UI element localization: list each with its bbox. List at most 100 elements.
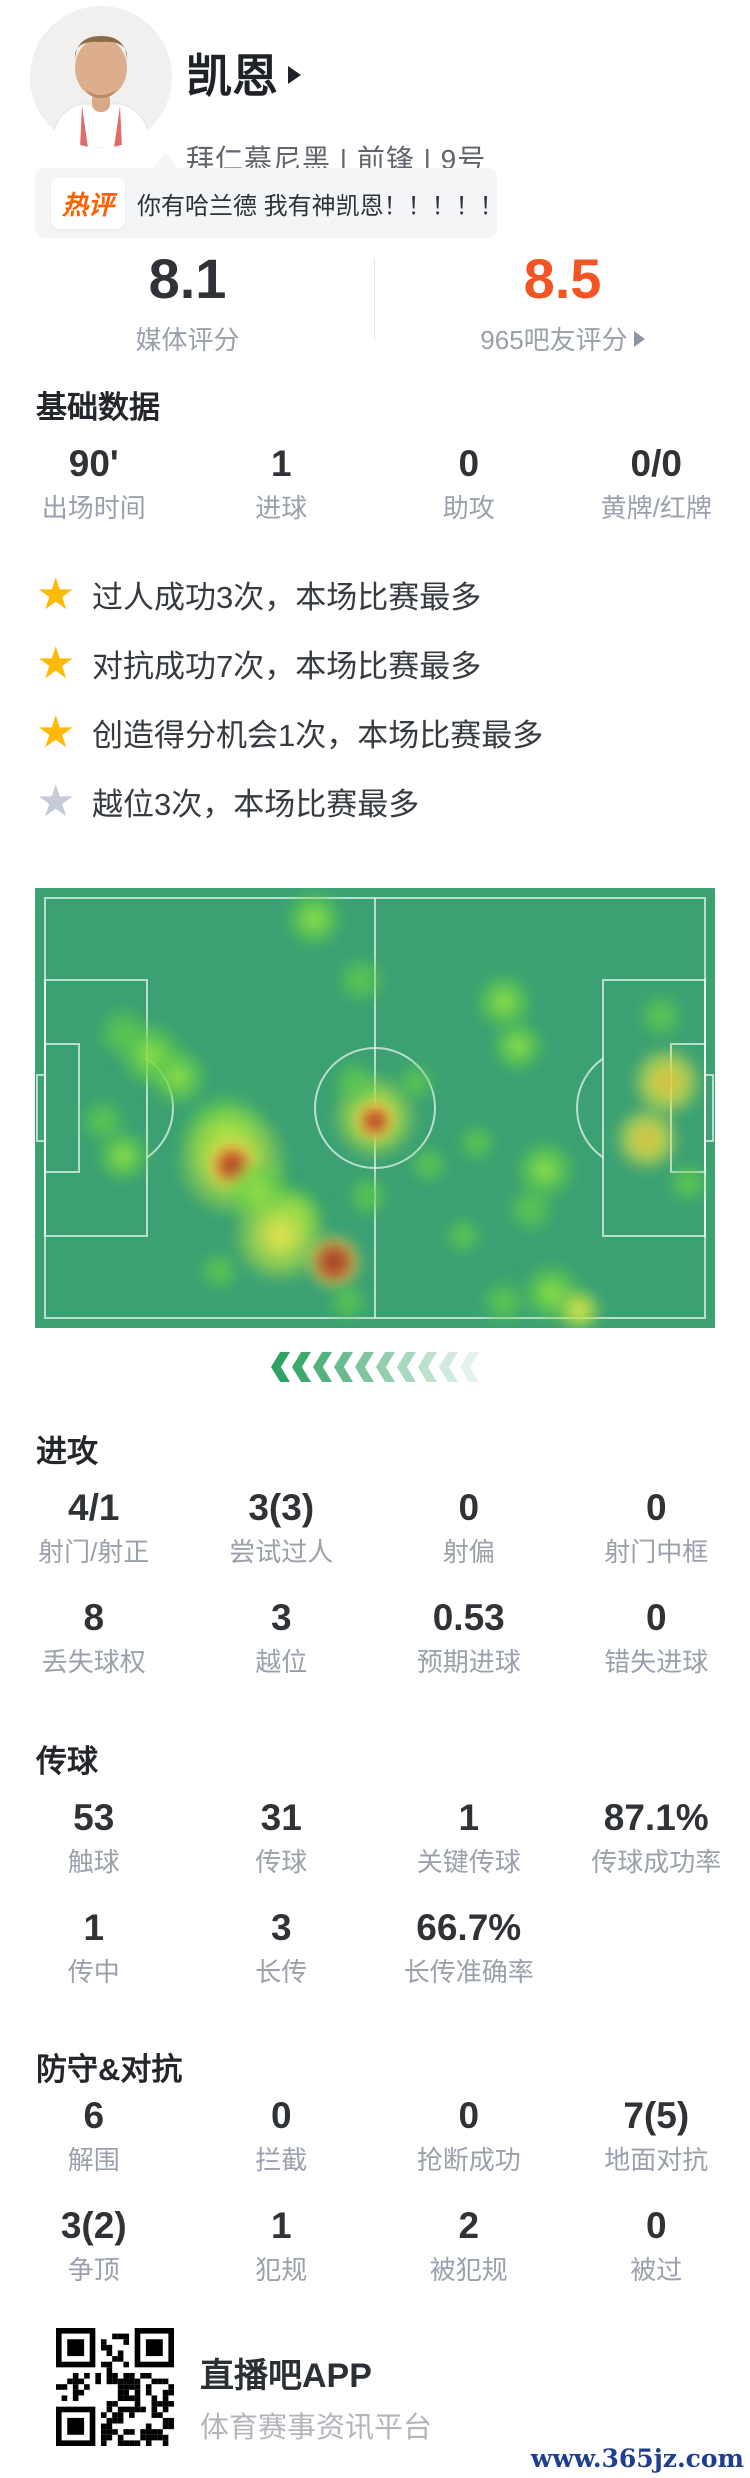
stat-value: 6 (83, 2095, 105, 2136)
stat-value: 66.7% (416, 1907, 522, 1948)
stat-cell: 66.7% 长传准确率 (375, 1906, 563, 1988)
stat-cell: 0 助攻 (375, 442, 563, 524)
stat-cell: 4/1 射门/射正 (0, 1486, 188, 1568)
stat-value: 0/0 (630, 443, 682, 484)
stat-label: 错失进球 (604, 1647, 709, 1677)
chevron-right-icon (288, 66, 301, 84)
stat-value: 1 (270, 443, 292, 484)
ratings-row: 8.1 媒体评分 8.5 965吧友评分 (0, 247, 750, 356)
stat-value: 90' (68, 443, 119, 484)
stat-cell: 87.1% 传球成功率 (563, 1796, 750, 1878)
stat-cell: 31 传球 (188, 1796, 376, 1878)
stat-value: 87.1% (603, 1797, 709, 1838)
attack-direction-arrows (0, 1352, 750, 1382)
stat-value: 4/1 (68, 1487, 120, 1528)
highlight-item: ★ 对抗成功7次，本场比赛最多 (0, 629, 750, 698)
left-chevron-icon (397, 1352, 416, 1382)
basic-stats-grid: 90' 出场时间 1 进球 0 助攻 0/0 黄牌/红牌 (0, 442, 750, 524)
attack-stats-grid: 4/1 射门/射正 3(3) 尝试过人 0 射偏 0 射门中框 8 丢失球权 3 越位 0.53 预期进球… (0, 1486, 750, 1678)
left-chevron-icon (355, 1352, 374, 1382)
fans-rating-value: 8.5 (523, 247, 602, 310)
stat-label: 传球 (255, 1847, 308, 1877)
hot-comment-badge: 热评 (51, 177, 126, 229)
app-description: 体育赛事资讯平台 (200, 2412, 433, 2444)
highlight-item: ★ 创造得分机会1次，本场比赛最多 (0, 698, 750, 767)
stat-label: 长传 (255, 1957, 308, 1987)
stat-label: 射门中框 (604, 1537, 709, 1567)
stat-label: 黄牌/红牌 (600, 493, 712, 523)
stat-cell: 0 错失进球 (563, 1596, 750, 1678)
stat-label: 出场时间 (41, 493, 146, 523)
stat-value: 0 (458, 2095, 480, 2136)
stat-cell: 3 越位 (188, 1596, 376, 1678)
gold-star-icon: ★ (36, 707, 76, 757)
stat-cell: 7(5) 地面对抗 (563, 2094, 750, 2176)
stat-label: 犯规 (255, 2255, 308, 2285)
watermark: www.365jz.com (530, 2444, 744, 2473)
stat-label: 争顶 (67, 2255, 120, 2285)
pitch-lines (36, 897, 714, 1319)
stat-cell: 1 关键传球 (375, 1796, 563, 1878)
stat-cell: 1 进球 (188, 442, 376, 524)
left-chevron-icon (292, 1352, 311, 1382)
stat-label: 长传准确率 (403, 1957, 534, 1987)
highlight-text: 过人成功3次，本场比赛最多 (92, 580, 482, 615)
stat-value: 0 (645, 1597, 667, 1638)
stat-value: 0.53 (432, 1597, 505, 1638)
section-title-attack: 进攻 (36, 1434, 98, 1469)
passing-stats-grid: 53 触球 31 传球 1 关键传球 87.1% 传球成功率 1 传中 3 长传 66.7% 长传准确率 (0, 1796, 750, 1988)
stat-cell: 0 射偏 (375, 1486, 563, 1568)
stat-value: 0 (270, 2095, 292, 2136)
stat-value: 3 (270, 1597, 292, 1638)
hot-comment-banner[interactable]: 热评 你有哈兰德 我有神凯恩！！！！！ (35, 168, 504, 238)
highlight-text: 越位3次，本场比赛最多 (92, 787, 420, 822)
stat-label: 预期进球 (416, 1647, 521, 1677)
player-name[interactable]: 凯恩 (186, 40, 301, 106)
stat-value: 3(2) (60, 2205, 127, 2246)
stat-cell: 2 被犯规 (375, 2204, 563, 2286)
section-title-defense: 防守&对抗 (36, 2052, 183, 2087)
chevron-right-icon (633, 330, 645, 347)
stat-value: 53 (73, 1797, 115, 1838)
left-chevron-icon (334, 1352, 353, 1382)
stat-cell: 1 传中 (0, 1906, 188, 1988)
stat-label: 传球成功率 (591, 1847, 722, 1877)
app-name: 直播吧APP (200, 2357, 372, 2395)
left-chevron-icon (313, 1352, 332, 1382)
stat-value: 1 (83, 1907, 105, 1948)
stat-label: 抢断成功 (416, 2145, 521, 2175)
stat-label: 解围 (67, 2145, 120, 2175)
stat-value: 0 (458, 1487, 480, 1528)
stat-value: 1 (270, 2205, 292, 2246)
defense-stats-grid: 6 解围 0 拦截 0 抢断成功 7(5) 地面对抗 3(2) 争顶 1 犯规 2 被犯规 0 被过 (0, 2094, 750, 2286)
stat-label: 被过 (630, 2255, 683, 2285)
stat-value: 1 (458, 1797, 480, 1838)
gray-star-icon: ★ (36, 776, 76, 826)
media-rating: 8.1 媒体评分 (0, 250, 375, 356)
stat-label: 关键传球 (416, 1847, 521, 1877)
section-title-basic: 基础数据 (36, 390, 160, 425)
stat-label: 触球 (67, 1847, 120, 1877)
fans-rating-label[interactable]: 965吧友评分 (375, 320, 750, 357)
ratings-divider (374, 258, 375, 340)
player-avatar (30, 6, 172, 148)
stat-cell: 90' 出场时间 (0, 442, 188, 524)
player-name-text: 凯恩 (186, 50, 278, 102)
highlight-item: ★ 过人成功3次，本场比赛最多 (0, 560, 750, 629)
stat-label: 射门/射正 (38, 1537, 150, 1567)
stat-label: 尝试过人 (229, 1537, 334, 1567)
touch-heatmap (35, 888, 715, 1328)
qr-code (56, 2328, 174, 2446)
stat-label: 丢失球权 (41, 1647, 146, 1677)
stat-value: 2 (458, 2205, 480, 2246)
left-chevron-icon (271, 1352, 290, 1382)
stat-label: 助攻 (442, 493, 495, 523)
qr-code-image (56, 2328, 174, 2446)
stat-value: 0 (645, 2205, 667, 2246)
stat-value: 31 (260, 1797, 302, 1838)
stat-value: 0 (458, 443, 480, 484)
stat-label: 地面对抗 (604, 2145, 709, 2175)
media-rating-label-text: 媒体评分 (135, 325, 240, 355)
left-chevron-icon (418, 1352, 437, 1382)
stat-value: 3(3) (248, 1487, 315, 1528)
